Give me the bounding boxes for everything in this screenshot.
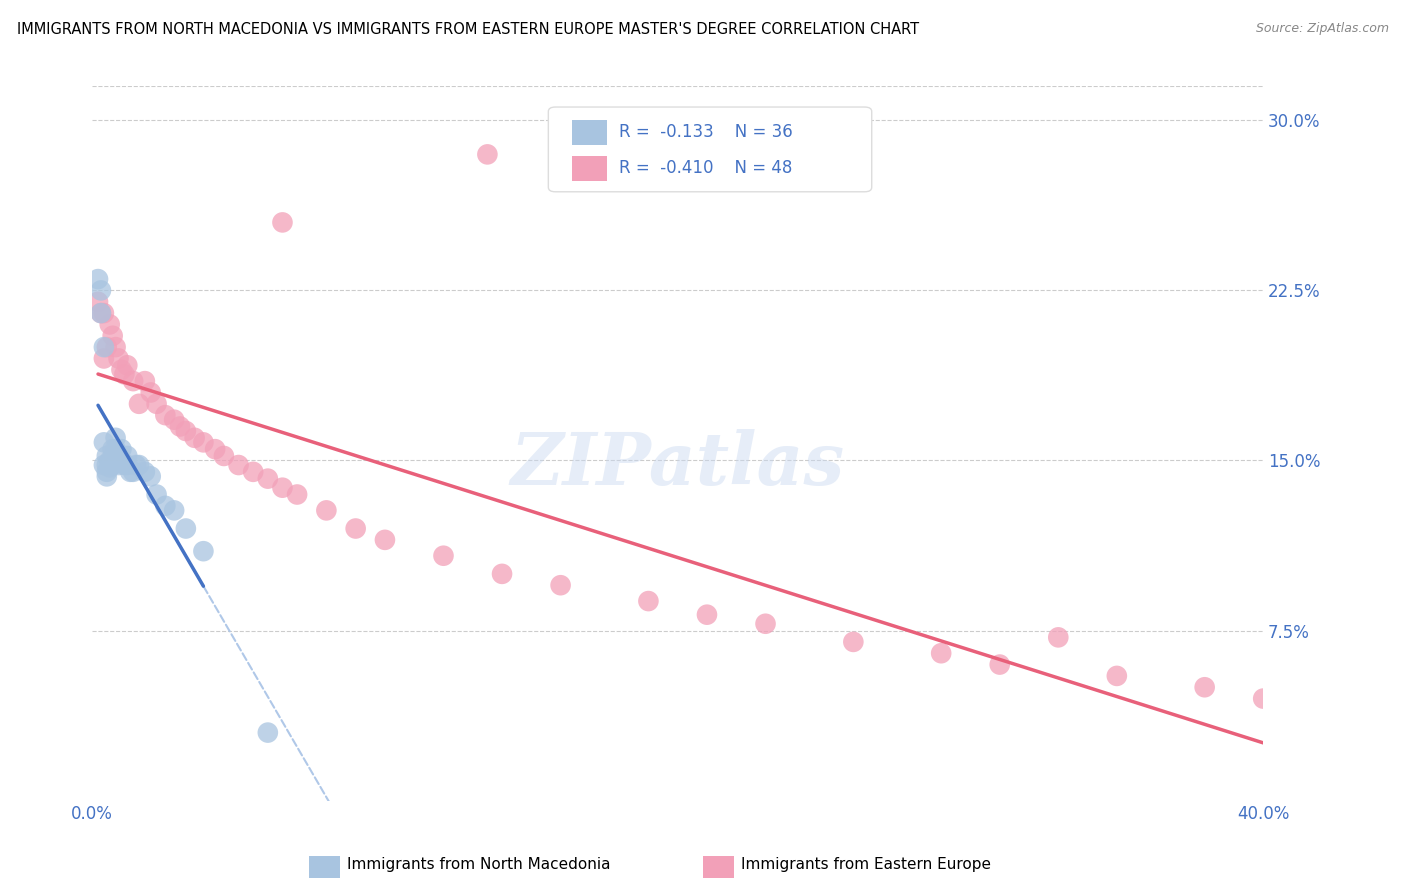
Point <box>432 549 454 563</box>
Point <box>90 306 112 320</box>
Point <box>93 435 115 450</box>
Point <box>117 449 139 463</box>
Point <box>96 340 118 354</box>
Point <box>117 358 139 372</box>
Point <box>101 328 124 343</box>
Point <box>98 460 121 475</box>
Point <box>1251 691 1274 706</box>
Point <box>374 533 396 547</box>
Point <box>112 458 135 472</box>
Point <box>104 431 127 445</box>
Point <box>754 616 776 631</box>
Point <box>145 487 167 501</box>
Point <box>256 725 278 739</box>
Point <box>155 499 177 513</box>
Point <box>96 458 118 472</box>
Point <box>193 544 215 558</box>
Point <box>491 566 513 581</box>
Point <box>125 458 148 472</box>
Point <box>93 351 115 366</box>
Text: Immigrants from Eastern Europe: Immigrants from Eastern Europe <box>741 857 991 871</box>
Point <box>637 594 659 608</box>
Point <box>174 424 197 438</box>
Point <box>117 458 139 472</box>
Point <box>110 442 132 457</box>
Point <box>155 408 177 422</box>
Point <box>163 503 186 517</box>
Point <box>101 451 124 466</box>
Text: R =  -0.133    N = 36: R = -0.133 N = 36 <box>619 123 793 141</box>
Point <box>107 351 129 366</box>
Point <box>110 363 132 377</box>
Point <box>929 646 952 660</box>
Point <box>1105 669 1128 683</box>
Point <box>169 419 191 434</box>
Point <box>87 294 110 309</box>
Point <box>96 449 118 463</box>
Text: Source: ZipAtlas.com: Source: ZipAtlas.com <box>1256 22 1389 36</box>
Text: Immigrants from North Macedonia: Immigrants from North Macedonia <box>347 857 610 871</box>
Point <box>842 635 865 649</box>
Point <box>988 657 1011 672</box>
Text: ZIPatlas: ZIPatlas <box>510 429 845 500</box>
Point <box>139 469 162 483</box>
Point <box>101 442 124 457</box>
Point <box>1047 631 1070 645</box>
Point <box>193 435 215 450</box>
Point <box>107 449 129 463</box>
Point <box>96 469 118 483</box>
Point <box>120 465 142 479</box>
Point <box>271 215 294 229</box>
Point <box>110 453 132 467</box>
Point <box>134 374 156 388</box>
Point <box>183 431 205 445</box>
Point <box>93 306 115 320</box>
Point <box>93 340 115 354</box>
Point <box>98 318 121 332</box>
Point <box>98 453 121 467</box>
Text: R =  -0.410    N = 48: R = -0.410 N = 48 <box>619 159 792 177</box>
Point <box>1194 680 1216 694</box>
Point <box>242 465 264 479</box>
Point <box>112 368 135 382</box>
Point <box>134 465 156 479</box>
Point <box>90 306 112 320</box>
Point <box>145 397 167 411</box>
Text: IMMIGRANTS FROM NORTH MACEDONIA VS IMMIGRANTS FROM EASTERN EUROPE MASTER'S DEGRE: IMMIGRANTS FROM NORTH MACEDONIA VS IMMIG… <box>17 22 920 37</box>
Point <box>122 374 145 388</box>
Point <box>107 458 129 472</box>
Point <box>104 340 127 354</box>
Point <box>174 522 197 536</box>
Point <box>285 487 308 501</box>
Point <box>90 284 112 298</box>
Point <box>256 472 278 486</box>
Point <box>477 147 499 161</box>
Point <box>128 397 150 411</box>
Point <box>163 412 186 426</box>
Point <box>315 503 337 517</box>
Point <box>696 607 718 622</box>
Point <box>101 458 124 472</box>
Point <box>204 442 226 457</box>
Point <box>271 481 294 495</box>
Point <box>93 458 115 472</box>
Point <box>87 272 110 286</box>
Point <box>96 465 118 479</box>
Point <box>550 578 572 592</box>
Point <box>104 442 127 457</box>
Point <box>139 385 162 400</box>
Point <box>128 458 150 472</box>
Point <box>228 458 250 472</box>
Point <box>122 465 145 479</box>
Point <box>344 522 367 536</box>
Point <box>212 449 235 463</box>
